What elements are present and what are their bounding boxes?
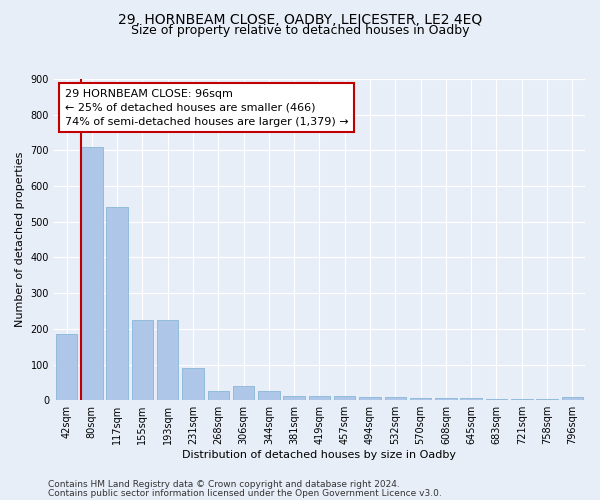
Bar	[131, 320, 153, 400]
Bar	[182, 368, 204, 400]
Bar	[208, 390, 229, 400]
Text: Contains HM Land Registry data © Crown copyright and database right 2024.: Contains HM Land Registry data © Crown c…	[48, 480, 400, 489]
Text: Size of property relative to detached houses in Oadby: Size of property relative to detached ho…	[131, 24, 469, 37]
Bar	[283, 396, 305, 400]
Bar	[334, 396, 355, 400]
Bar	[233, 386, 254, 400]
Bar	[486, 399, 507, 400]
Bar	[536, 399, 558, 400]
Bar	[157, 320, 178, 400]
Bar	[435, 398, 457, 400]
Bar	[309, 396, 330, 400]
X-axis label: Distribution of detached houses by size in Oadby: Distribution of detached houses by size …	[182, 450, 457, 460]
Y-axis label: Number of detached properties: Number of detached properties	[15, 152, 25, 328]
Bar	[258, 392, 280, 400]
Text: 29, HORNBEAM CLOSE, OADBY, LEICESTER, LE2 4EQ: 29, HORNBEAM CLOSE, OADBY, LEICESTER, LE…	[118, 12, 482, 26]
Bar	[460, 398, 482, 400]
Text: 29 HORNBEAM CLOSE: 96sqm
← 25% of detached houses are smaller (466)
74% of semi-: 29 HORNBEAM CLOSE: 96sqm ← 25% of detach…	[65, 88, 348, 126]
Bar	[385, 398, 406, 400]
Bar	[81, 147, 103, 400]
Bar	[410, 398, 431, 400]
Bar	[56, 334, 77, 400]
Bar	[106, 208, 128, 400]
Bar	[511, 399, 533, 400]
Text: Contains public sector information licensed under the Open Government Licence v3: Contains public sector information licen…	[48, 488, 442, 498]
Bar	[359, 396, 381, 400]
Bar	[562, 396, 583, 400]
